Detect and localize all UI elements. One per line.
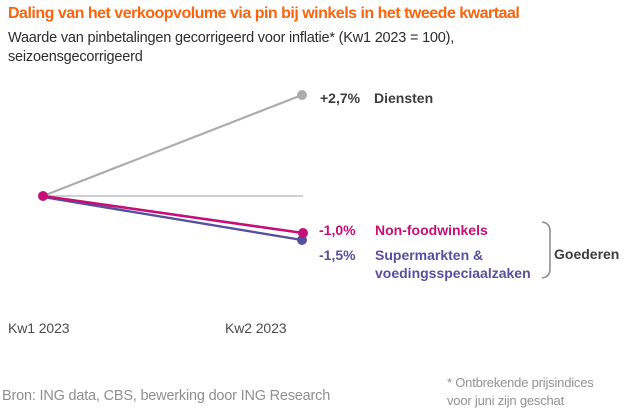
endpoint-nonfoodwinkels — [298, 228, 308, 238]
series-label-nonfoodwinkels: Non-foodwinkels — [375, 222, 488, 238]
chart-subtitle-line-2: seizoensgecorrigeerd — [8, 49, 143, 65]
goederen-bracket — [541, 221, 551, 279]
series-label-supermarkten-line-1: Supermarkten & — [375, 247, 484, 263]
chart-subtitle: Waarde van pinbetalingen gecorrigeerd vo… — [8, 29, 454, 67]
startpoint-kw1 — [38, 191, 48, 201]
chart-title: Daling van het verkoopvolume via pin bij… — [8, 5, 520, 22]
x-axis-label-kw2-2023: Kw2 2023 — [225, 320, 287, 336]
footnote-line-1: * Ontbrekende prijsindices — [447, 375, 594, 390]
line-nonfoodwinkels — [42, 194, 304, 235]
series-label-supermarkten-line-2: voedingsspeciaalzaken — [375, 265, 531, 281]
series-label-diensten: Diensten — [374, 90, 434, 106]
x-axis-label-kw1-2023: Kw1 2023 — [8, 320, 70, 336]
source-note: Bron: ING data, CBS, bewerking door ING … — [2, 388, 331, 404]
change-label-nonfoodwinkels: -1,0% — [319, 222, 356, 238]
footnote: * Ontbrekende prijsindices voor juni zij… — [447, 374, 594, 410]
endpoint-diensten — [297, 90, 307, 100]
line-supermarkten — [42, 195, 303, 242]
group-label-goederen: Goederen — [554, 246, 620, 262]
line-diensten — [42, 93, 303, 198]
change-label-diensten: +2,7% — [320, 90, 361, 106]
chart-subtitle-line-1: Waarde van pinbetalingen gecorrigeerd vo… — [8, 30, 455, 46]
change-label-supermarkten: -1,5% — [319, 247, 356, 263]
series-label-supermarkten: Supermarkten & voedingsspeciaalzaken — [375, 246, 531, 282]
footnote-line-2: voor juni zijn geschat — [447, 393, 564, 408]
